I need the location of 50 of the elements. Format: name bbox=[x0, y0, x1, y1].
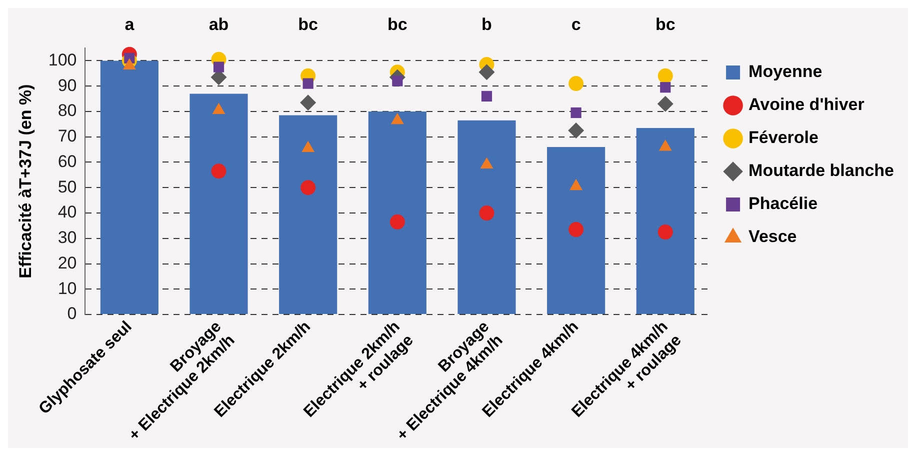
y-tick-label: 80 bbox=[58, 101, 77, 120]
point bbox=[479, 206, 494, 221]
text: bc bbox=[387, 15, 408, 34]
y-tick-label: 40 bbox=[58, 202, 77, 222]
y-tick-label: 90 bbox=[58, 76, 77, 95]
y-tick-label: 0 bbox=[67, 304, 77, 324]
point bbox=[392, 76, 403, 86]
bar bbox=[190, 94, 248, 314]
point bbox=[390, 214, 405, 230]
legend-label: Phacélie bbox=[748, 194, 818, 214]
text: ab bbox=[208, 15, 229, 34]
bar bbox=[636, 128, 694, 314]
point bbox=[570, 107, 582, 118]
bar bbox=[368, 111, 426, 314]
point bbox=[211, 164, 226, 179]
legend-label: Vesce bbox=[748, 227, 797, 246]
point bbox=[300, 94, 316, 111]
point bbox=[657, 96, 674, 112]
bar bbox=[100, 60, 158, 314]
y-tick-label: 50 bbox=[58, 177, 77, 196]
legend-label: Moyenne bbox=[748, 62, 822, 82]
y-tick-label: 60 bbox=[58, 152, 77, 171]
y-tick-label: 30 bbox=[58, 228, 77, 248]
point bbox=[658, 68, 673, 84]
point bbox=[213, 62, 224, 72]
point bbox=[481, 90, 492, 102]
text: c bbox=[571, 15, 581, 34]
bar bbox=[458, 120, 516, 314]
bar bbox=[279, 115, 338, 314]
text: b bbox=[482, 15, 492, 34]
y-tick-label: 70 bbox=[58, 126, 77, 146]
point bbox=[568, 222, 584, 238]
bar bbox=[547, 147, 606, 314]
y-tick-label: 10 bbox=[58, 278, 77, 298]
y-tick-label: 100 bbox=[48, 50, 77, 70]
point bbox=[658, 224, 673, 240]
legend-label: Moutarde blanche bbox=[748, 161, 894, 180]
point bbox=[478, 64, 495, 80]
y-axis-title: Efficacité àT+37J (en %) bbox=[16, 84, 35, 278]
legend-label: Féverole bbox=[748, 128, 818, 148]
point bbox=[568, 122, 584, 139]
point bbox=[300, 180, 316, 196]
point bbox=[302, 78, 314, 89]
point bbox=[568, 76, 584, 92]
text: bc bbox=[655, 15, 676, 34]
text: bc bbox=[298, 15, 318, 34]
y-tick-label: 20 bbox=[58, 253, 77, 272]
text: a bbox=[124, 15, 135, 34]
legend-label: Avoine d'hiver bbox=[748, 95, 865, 114]
point bbox=[660, 82, 671, 93]
